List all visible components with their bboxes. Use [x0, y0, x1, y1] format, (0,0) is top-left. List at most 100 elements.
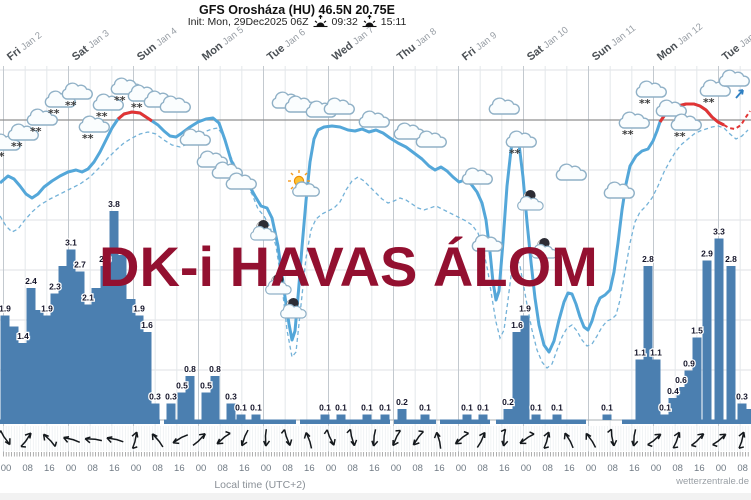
precip-bar: [651, 359, 661, 420]
precip-bar: [702, 260, 712, 420]
site-credit: wetterzentrale.de: [676, 476, 749, 487]
bottom-margin: [0, 493, 751, 500]
precip-bar: [83, 304, 93, 420]
precip-value-label: 0.1: [530, 403, 542, 413]
precip-value-label: 0.2: [396, 397, 408, 407]
precip-bar: [362, 414, 372, 420]
precip-bar: [91, 288, 101, 420]
hour-tick-label: 00: [586, 463, 597, 474]
precip-baseline-segment: [622, 419, 751, 424]
precip-bar: [552, 414, 562, 420]
precip-bar: [42, 315, 52, 420]
precip-baseline-segment: [164, 419, 296, 424]
precip-bar: [462, 414, 472, 420]
precip-bar: [210, 376, 220, 420]
day-label: SatJan 3: [70, 27, 112, 63]
precip-value-label: 2.3: [49, 282, 61, 292]
sun-icon: [287, 169, 320, 197]
precip-value-label: 0.1: [659, 403, 671, 413]
precip-value-label: 1.9: [519, 304, 531, 314]
wind-arrow: [671, 430, 682, 450]
precip-bar: [100, 266, 110, 420]
precip-baseline-segment: [394, 419, 436, 424]
precip-bar: [380, 414, 390, 420]
precip-baseline-strip: [0, 419, 751, 424]
day-label: ThuJan 8: [395, 25, 439, 63]
init-text: Init: Mon, 29Dec2025 06Z: [187, 15, 309, 28]
wind-arrow: [737, 430, 746, 450]
hour-tick-label: 16: [564, 463, 575, 474]
precip-bar: [185, 376, 195, 420]
precip-value-label: 0.5: [200, 381, 212, 391]
precip-bar: [668, 398, 678, 420]
cloud-icon: [488, 97, 520, 115]
precip-value-label: 1.6: [141, 320, 153, 330]
day-label: TueJan 13: [720, 23, 751, 63]
precip-value-label: 0.1: [235, 403, 247, 413]
precip-baseline-segment: [300, 419, 390, 424]
day-label: MonJan 12: [655, 21, 705, 64]
precip-baseline-segment: [0, 419, 160, 424]
precip-value-label: 0.1: [461, 403, 473, 413]
day-label: MonJan 5: [200, 24, 246, 64]
hour-tick-label: 08: [607, 463, 618, 474]
day-label: SunJan 4: [135, 25, 179, 63]
precip-value-label: 2.7: [74, 260, 86, 270]
hour-labels: 00 08 16 00 08 16 00 08 16 00 08 16 00 08 16 00 08 16 00 08…: [1, 463, 748, 474]
wind-arrow: [431, 431, 446, 450]
hour-tick-label: 00: [326, 463, 337, 474]
precip-bar: [66, 249, 76, 420]
day-label: SunJan 11: [590, 22, 638, 63]
wind-arrow: [645, 430, 663, 449]
precip-value-label: 0.1: [361, 403, 373, 413]
wind-arrow: [453, 429, 471, 448]
precip-bar: [684, 370, 694, 420]
precip-value-label: 1.1: [650, 348, 662, 358]
day-label: FriJan 9: [460, 29, 499, 63]
hour-tick-label: 16: [304, 463, 315, 474]
day-label: TueJan 6: [265, 26, 308, 63]
hour-tick-label: 00: [651, 463, 662, 474]
hour-tick-label: 16: [694, 463, 705, 474]
precipitation-bars: [0, 211, 751, 420]
precip-value-label: 0.3: [165, 392, 177, 402]
wind-arrow: [710, 430, 728, 449]
precip-bar: [18, 343, 28, 420]
wz-icon: [735, 89, 744, 99]
precip-bar: [531, 414, 541, 420]
day-label: FriJan 2: [5, 29, 44, 63]
precip-bar: [58, 266, 68, 420]
precip-value-label: 0.1: [335, 403, 347, 413]
precip-value-labels: 1.91.42.41.92.33.12.72.12.83.81.91.60.3 0…: [0, 198, 749, 414]
page-title: GFS Orosháza (HU) 46.5N 20.75E: [0, 1, 594, 19]
precip-value-label: 0.8: [184, 364, 196, 374]
precip-bar: [602, 414, 612, 420]
sunset-icon: [362, 15, 377, 28]
chart-title: GFS Orosháza (HU) 46.5N 20.75E: [199, 3, 395, 17]
precip-value-label: 1.9: [0, 304, 11, 314]
hour-tick-label: 08: [282, 463, 293, 474]
hour-tick-label: 00: [391, 463, 402, 474]
precip-bar: [320, 414, 330, 420]
moon-icon: [518, 190, 543, 210]
precip-bar: [109, 211, 119, 420]
precip-bar: [0, 315, 10, 420]
hour-tick-label: 16: [174, 463, 185, 474]
precip-bar: [714, 238, 724, 420]
precip-bar: [226, 403, 236, 420]
precip-value-label: 1.1: [634, 348, 646, 358]
precip-baseline-segment: [440, 419, 490, 424]
precip-value-label: 0.1: [601, 403, 613, 413]
precip-bar: [251, 414, 261, 420]
precip-bar: [737, 403, 747, 420]
precip-bar: [635, 359, 645, 420]
precip-bar: [150, 403, 160, 420]
precip-bar: [726, 266, 736, 420]
precip-value-label: 3.1: [65, 238, 77, 248]
wind-arrow: [518, 429, 536, 448]
hour-tick-label: 08: [22, 463, 33, 474]
precip-bar: [117, 255, 127, 420]
precip-value-label: 2.4: [25, 276, 37, 286]
